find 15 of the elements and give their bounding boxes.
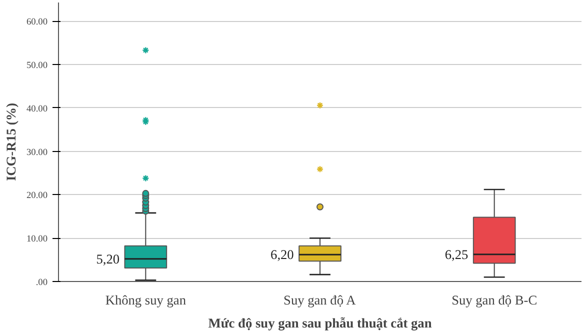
- y-tick-label: .00: [36, 278, 48, 288]
- x-tick-label: Suy gan độ B-C: [452, 292, 538, 308]
- annotation: 6,25: [444, 246, 469, 262]
- x-axis-title: Mức độ suy gan sau phẫu thuật cắt gan: [208, 316, 432, 330]
- annotation: 6,20: [270, 247, 294, 262]
- y-axis-title: ICG-R15 (%): [4, 102, 19, 182]
- x-tick-label: Không suy gan: [105, 292, 186, 308]
- y-tick-label: 60.00: [26, 18, 48, 28]
- x-tick-label: Suy gan độ A: [284, 292, 356, 308]
- y-tick-label: 20.00: [26, 191, 48, 202]
- y-tick-label: 30.00: [26, 148, 48, 158]
- y-tick-label: 10.00: [26, 234, 48, 245]
- y-tick-label: 40.00: [26, 104, 48, 114]
- annotation: 5,20: [96, 251, 120, 266]
- y-tick-label: 50.00: [26, 61, 48, 72]
